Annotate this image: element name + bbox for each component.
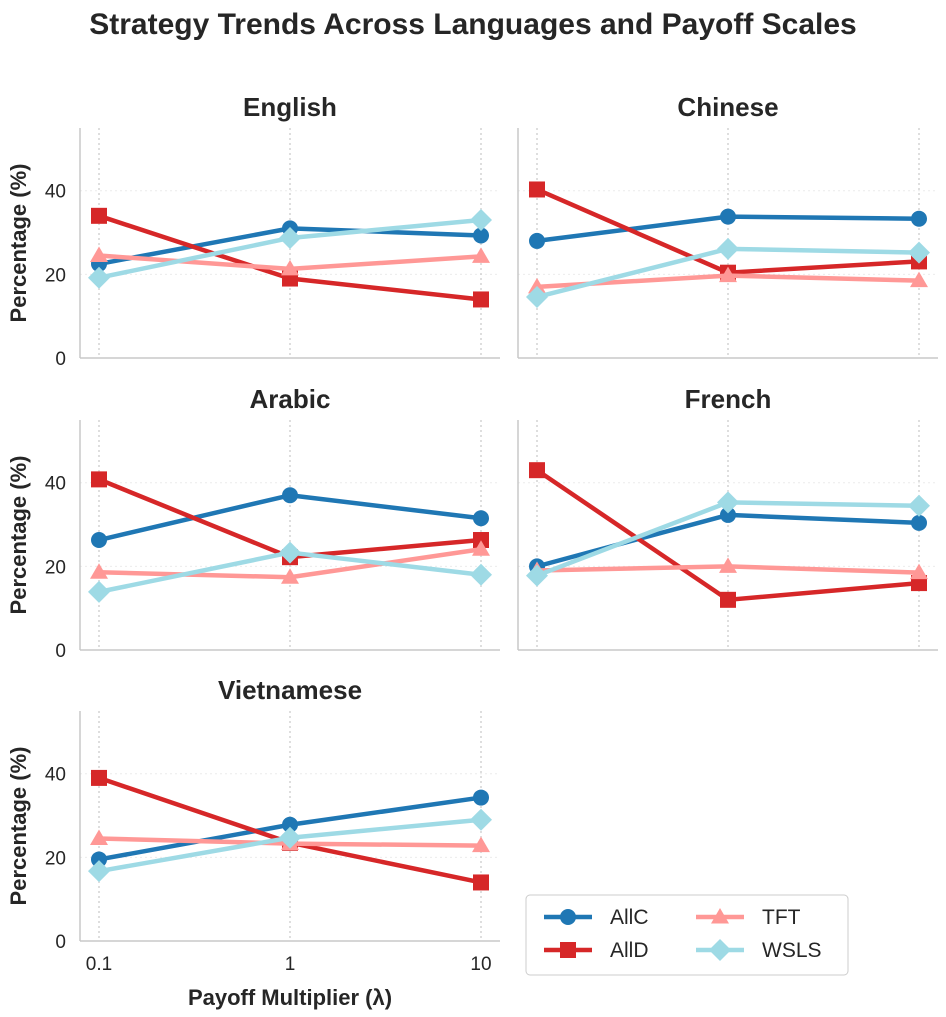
legend-marker-tft bbox=[711, 908, 729, 924]
english-ytick-20: 20 bbox=[45, 265, 66, 286]
arabic-point-tft-1 bbox=[281, 568, 299, 584]
english-panel-title: English bbox=[243, 92, 337, 122]
legend-box bbox=[525, 894, 849, 976]
panel-chinese: Chinese bbox=[517, 92, 938, 359]
chinese-point-wsls-0.1 bbox=[526, 285, 548, 308]
english-ytick-40: 40 bbox=[45, 182, 66, 203]
arabic-ytick-0: 0 bbox=[55, 641, 66, 662]
legend-label-tft: TFT bbox=[762, 906, 801, 929]
arabic-point-tft-0.1 bbox=[90, 563, 108, 579]
vietnamese-panel-title: Vietnamese bbox=[218, 675, 362, 705]
arabic-point-wsls-0.1 bbox=[88, 580, 110, 603]
vietnamese-ytick-0: 0 bbox=[55, 932, 66, 953]
vietnamese-point-alld-10 bbox=[473, 874, 489, 891]
vietnamese-point-wsls-10 bbox=[470, 808, 492, 831]
english-point-tft-10 bbox=[472, 247, 490, 263]
legend-marker-wsls bbox=[709, 939, 731, 961]
arabic-point-tft-10 bbox=[472, 540, 490, 556]
vietnamese-ytick-40: 40 bbox=[45, 765, 66, 786]
panel-vietnamese: Vietnamese 0 20 40 Percentage (%) 0.1 1 10 Payof… bbox=[6, 675, 500, 1010]
english-point-tft-1 bbox=[281, 259, 299, 276]
chinese-point-tft-0.1 bbox=[528, 277, 546, 294]
vietnamese-point-tft-0.1 bbox=[90, 829, 108, 846]
legend-label-alld: AllD bbox=[610, 939, 649, 962]
arabic-point-allc-0.1 bbox=[91, 532, 107, 549]
vietnamese-point-wsls-0.1 bbox=[88, 860, 110, 883]
vietnamese-xtick-1: 1 bbox=[285, 954, 296, 975]
legend-label-allc: AllC bbox=[610, 906, 649, 929]
english-point-alld-0.1 bbox=[91, 207, 107, 224]
legend-marker-alld bbox=[560, 942, 576, 958]
legend-label-wsls: WSLS bbox=[762, 939, 822, 962]
english-ylabel: Percentage (%) bbox=[6, 164, 31, 323]
chinese-line-alld bbox=[534, 187, 922, 275]
chinese-point-allc-1 bbox=[720, 208, 736, 225]
french-panel-title: French bbox=[685, 384, 772, 414]
english-point-allc-10 bbox=[473, 227, 489, 244]
vietnamese-point-allc-0.1 bbox=[91, 851, 107, 868]
arabic-ytick-40: 40 bbox=[45, 474, 66, 495]
vietnamese-point-allc-1 bbox=[282, 816, 298, 833]
french-point-wsls-10 bbox=[908, 494, 930, 517]
chinese-point-tft-10 bbox=[910, 271, 928, 288]
french-point-allc-10 bbox=[911, 514, 927, 531]
french-point-alld-0.1 bbox=[529, 462, 545, 479]
panel-arabic: Arabic 0 20 40 Percentage (%) bbox=[6, 384, 500, 662]
chinese-point-allc-10 bbox=[911, 210, 927, 227]
vietnamese-xtick-10: 10 bbox=[470, 954, 491, 975]
english-point-alld-10 bbox=[473, 291, 489, 308]
vietnamese-xtick-0.1: 0.1 bbox=[86, 954, 112, 975]
arabic-point-wsls-10 bbox=[470, 563, 492, 586]
english-point-wsls-1 bbox=[279, 226, 301, 249]
french-point-wsls-1 bbox=[717, 491, 739, 514]
vietnamese-point-alld-0.1 bbox=[91, 769, 107, 786]
legend: AllC TFT AllD WSLS bbox=[525, 894, 849, 976]
vietnamese-point-wsls-1 bbox=[279, 826, 301, 849]
chinese-panel-title: Chinese bbox=[677, 92, 778, 122]
panel-french: French bbox=[517, 384, 938, 651]
arabic-point-alld-10 bbox=[473, 532, 489, 549]
arabic-point-allc-1 bbox=[282, 487, 298, 504]
chinese-point-alld-0.1 bbox=[529, 181, 545, 198]
chinese-point-wsls-10 bbox=[908, 241, 930, 264]
arabic-ytick-20: 20 bbox=[45, 557, 66, 578]
chinese-point-tft-1 bbox=[719, 266, 737, 283]
chinese-point-wsls-1 bbox=[717, 237, 739, 260]
vietnamese-ytick-20: 20 bbox=[45, 848, 66, 869]
french-point-alld-1 bbox=[720, 591, 736, 608]
chinese-point-allc-0.1 bbox=[529, 232, 545, 249]
english-ytick-0: 0 bbox=[55, 349, 66, 370]
arabic-point-wsls-1 bbox=[279, 541, 301, 564]
vietnamese-point-allc-10 bbox=[473, 789, 489, 806]
french-point-allc-1 bbox=[720, 506, 736, 523]
arabic-point-allc-10 bbox=[473, 510, 489, 527]
french-point-tft-10 bbox=[910, 563, 928, 580]
legend-marker-allc bbox=[560, 909, 576, 925]
arabic-panel-title: Arabic bbox=[250, 384, 331, 414]
arabic-point-alld-0.1 bbox=[91, 471, 107, 488]
vietnamese-xlabel: Payoff Multiplier (λ) bbox=[188, 985, 392, 1010]
arabic-ylabel: Percentage (%) bbox=[6, 456, 31, 615]
vietnamese-ylabel: Percentage (%) bbox=[6, 747, 31, 906]
panel-english: English 0 20 40 Percentage (%) bbox=[6, 92, 500, 370]
vietnamese-point-tft-10 bbox=[472, 836, 490, 853]
french-point-wsls-0.1 bbox=[526, 564, 548, 587]
english-point-wsls-0.1 bbox=[88, 266, 110, 289]
english-point-wsls-10 bbox=[470, 209, 492, 231]
english-point-tft-0.1 bbox=[90, 246, 108, 263]
french-point-tft-1 bbox=[719, 557, 737, 573]
figure-title: Strategy Trends Across Languages and Pay… bbox=[89, 8, 857, 41]
